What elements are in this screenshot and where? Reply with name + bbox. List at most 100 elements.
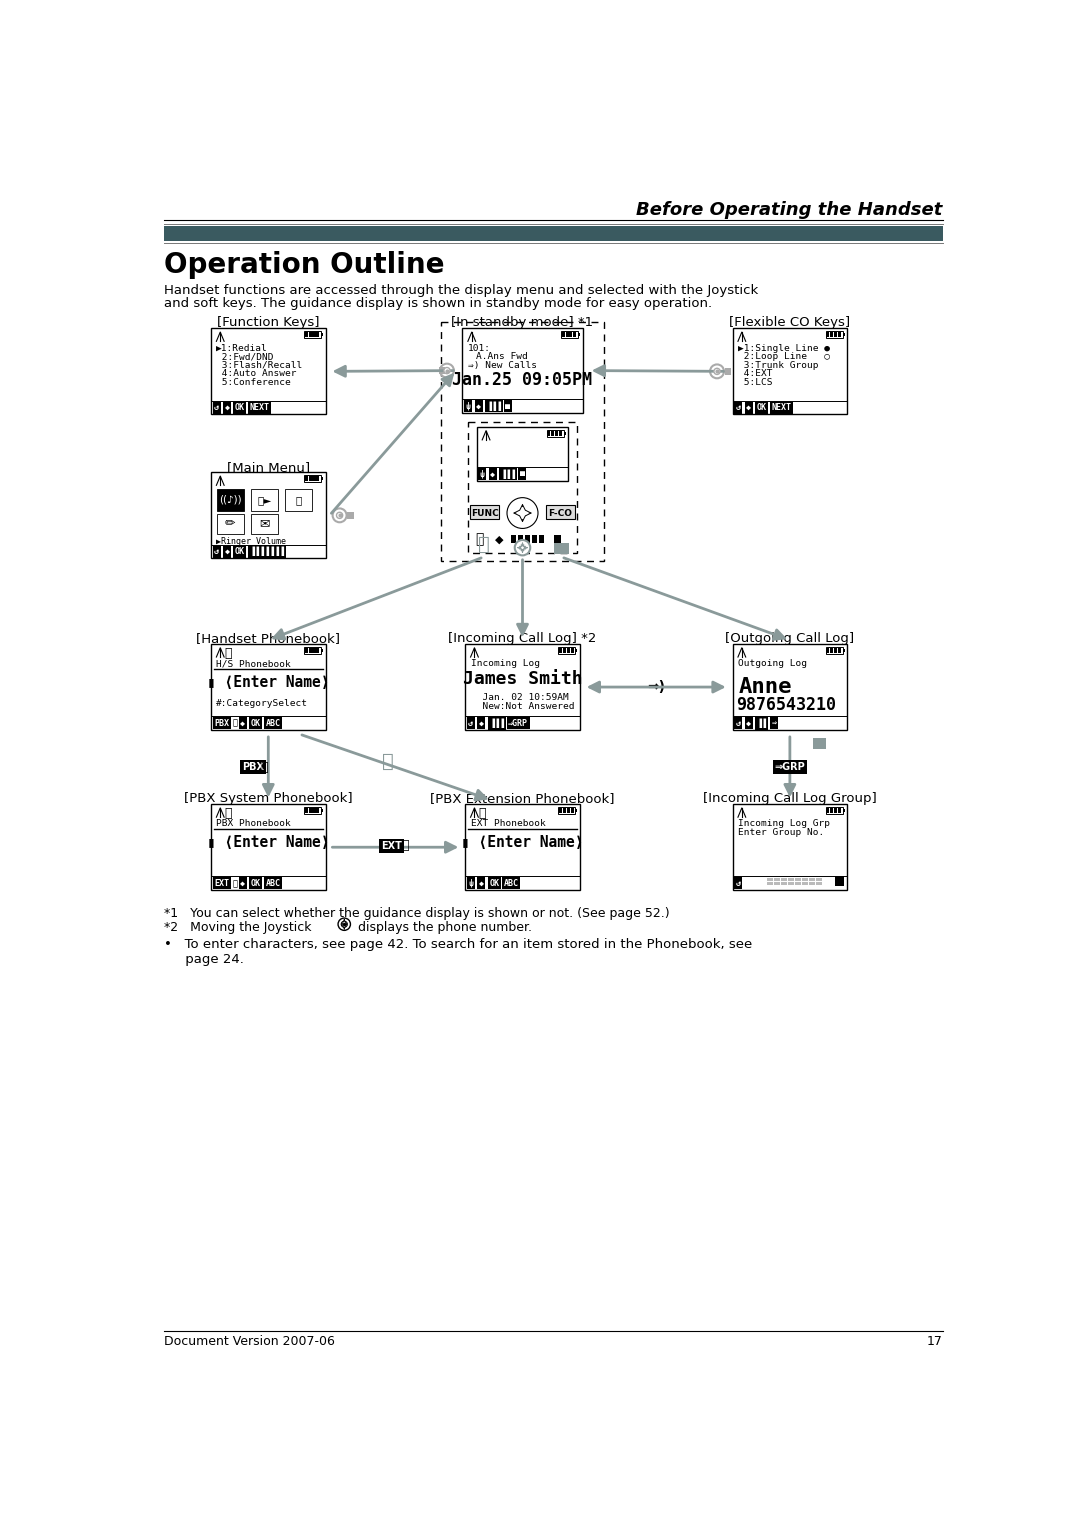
Bar	[441, 323, 604, 561]
Bar	[211, 644, 326, 731]
Bar	[838, 807, 841, 813]
Circle shape	[337, 512, 342, 518]
Text: ↺: ↺	[735, 879, 741, 888]
Bar	[164, 226, 943, 242]
Bar	[826, 807, 829, 813]
Bar	[305, 807, 308, 813]
Bar	[316, 807, 320, 813]
Bar	[558, 647, 576, 654]
Text: NEXT: NEXT	[771, 404, 792, 411]
Text: F-CO: F-CO	[549, 509, 572, 517]
Bar	[309, 332, 312, 338]
Text: EXT Phonebook: EXT Phonebook	[471, 820, 545, 829]
Bar	[252, 514, 278, 534]
Text: 2:Loop Line   ○: 2:Loop Line ○	[738, 352, 829, 361]
Text: ◆: ◆	[495, 534, 503, 544]
Bar	[570, 648, 573, 653]
Bar	[305, 332, 308, 338]
Bar	[576, 809, 577, 812]
Text: ◆: ◆	[746, 404, 751, 411]
Text: James Smith: James Smith	[462, 670, 582, 688]
Text: ■: ■	[505, 402, 511, 410]
Bar	[554, 543, 569, 553]
Bar	[348, 512, 353, 520]
Bar	[562, 332, 565, 338]
Text: ⍦: ⍦	[478, 807, 486, 820]
Text: ⍦: ⍦	[225, 807, 232, 820]
Text: •   To enter characters, see page 42. To search for an item stored in the Phoneb: • To enter characters, see page 42. To s…	[164, 939, 753, 966]
Text: 4:EXT: 4:EXT	[738, 368, 772, 378]
Bar	[563, 648, 566, 653]
Bar	[517, 535, 524, 543]
Text: [PBX Extension Phonebook]: [PBX Extension Phonebook]	[430, 792, 615, 804]
Bar	[563, 807, 566, 813]
Text: PBX Phonebook: PBX Phonebook	[216, 820, 292, 829]
Text: ⍦: ⍦	[475, 532, 484, 546]
Text: 2:Fwd/DND: 2:Fwd/DND	[216, 352, 274, 361]
Text: [In standby mode] *1: [In standby mode] *1	[451, 317, 594, 329]
Text: Document Version 2007-06: Document Version 2007-06	[164, 1335, 335, 1347]
Bar	[470, 506, 499, 520]
Bar	[835, 876, 845, 885]
Bar	[826, 332, 829, 338]
Bar	[511, 535, 516, 543]
Text: ✉: ✉	[259, 517, 270, 531]
Text: 9876543210: 9876543210	[737, 696, 836, 714]
Bar	[305, 648, 308, 653]
Text: New:Not Answered: New:Not Answered	[471, 702, 575, 711]
Text: OK: OK	[757, 404, 767, 411]
Bar	[573, 332, 577, 338]
Text: [Incoming Call Log] *2: [Incoming Call Log] *2	[448, 631, 596, 645]
Bar	[732, 804, 847, 890]
Bar	[316, 476, 320, 482]
Bar	[312, 332, 315, 338]
Text: ▮ ⟨Enter Name⟩: ▮ ⟨Enter Name⟩	[461, 835, 584, 850]
Text: ↺: ↺	[214, 547, 219, 557]
Bar	[825, 807, 842, 813]
Text: *1   You can select whether the guidance display is shown or not. (See page 52.): *1 You can select whether the guidance d…	[164, 907, 670, 920]
Text: ↺: ↺	[735, 404, 741, 411]
Bar	[831, 332, 834, 338]
Text: ◆: ◆	[478, 879, 484, 888]
Text: 3:Trunk Group: 3:Trunk Group	[738, 361, 819, 370]
Text: displays the phone number.: displays the phone number.	[354, 920, 532, 934]
Bar	[525, 535, 530, 543]
Text: OK: OK	[235, 547, 245, 557]
Bar	[217, 489, 243, 511]
Text: ▮ ⟨Enter Name⟩: ▮ ⟨Enter Name⟩	[207, 674, 329, 690]
Text: 5:Conference: 5:Conference	[216, 378, 292, 387]
Text: Before Operating the Handset: Before Operating the Handset	[636, 200, 943, 219]
Text: ◆: ◆	[478, 719, 484, 728]
Bar	[548, 431, 551, 436]
Text: ◆: ◆	[746, 719, 751, 728]
Bar	[809, 878, 814, 881]
Bar	[211, 329, 326, 414]
Text: ABC: ABC	[266, 879, 281, 888]
Bar	[566, 332, 568, 338]
Bar	[554, 535, 562, 543]
Bar	[211, 804, 326, 890]
Text: Ⓜ: Ⓜ	[260, 760, 268, 774]
Bar	[795, 878, 800, 881]
Bar	[842, 333, 845, 336]
Bar	[834, 332, 837, 338]
Bar	[842, 648, 845, 651]
Text: ▮ ⟨Enter Name⟩: ▮ ⟨Enter Name⟩	[207, 835, 329, 850]
Bar	[285, 489, 312, 511]
Text: ↺: ↺	[469, 719, 473, 728]
Bar	[732, 329, 847, 414]
Bar	[312, 807, 315, 813]
Bar	[465, 644, 580, 731]
Text: ⍦: ⍦	[225, 647, 232, 659]
Bar	[546, 430, 564, 437]
Text: Incoming Log Grp: Incoming Log Grp	[738, 820, 829, 829]
Bar	[309, 648, 312, 653]
Text: ⇒GRP: ⇒GRP	[509, 719, 528, 728]
Bar	[559, 431, 562, 436]
Circle shape	[507, 497, 538, 529]
Text: FUNC: FUNC	[471, 509, 498, 517]
Bar	[788, 878, 794, 881]
Bar	[559, 807, 562, 813]
Text: EXT: EXT	[214, 879, 229, 888]
Text: Outgoing Log: Outgoing Log	[738, 659, 807, 668]
